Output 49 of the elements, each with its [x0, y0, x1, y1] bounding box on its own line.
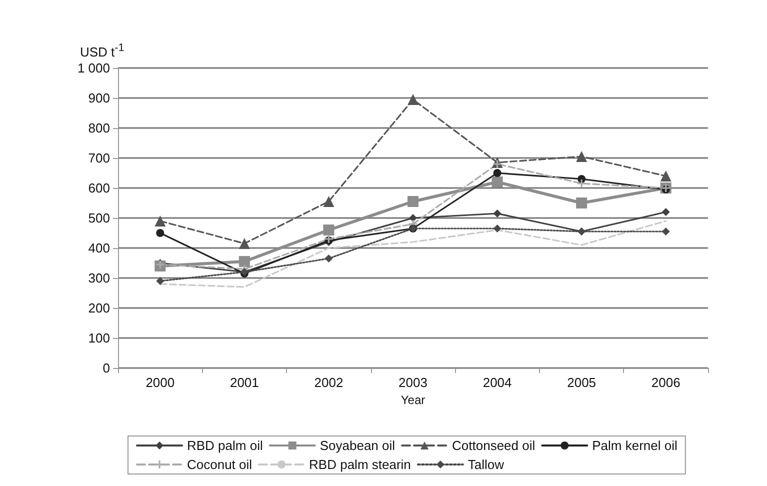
point [408, 94, 418, 105]
point [493, 224, 502, 232]
x-axis-title: Year [400, 393, 426, 407]
x-tick-label: 2002 [314, 375, 344, 390]
x-tick-label: 2005 [567, 375, 596, 390]
point [238, 238, 250, 249]
point [493, 210, 502, 218]
point [408, 196, 418, 207]
point [576, 151, 588, 162]
legend-label: Palm kernel oil [592, 438, 678, 453]
x-tick-label: 2000 [146, 375, 175, 390]
point [493, 160, 502, 168]
point [156, 229, 164, 237]
point [660, 170, 672, 182]
point [492, 176, 503, 188]
x-tick-label: 2003 [398, 375, 428, 390]
y-tick-label: 700 [88, 150, 110, 166]
point [323, 224, 334, 236]
y-axis-title: USD t$^{-1}$ [80, 42, 124, 60]
y-tick-label: 300 [88, 270, 110, 286]
y-tick-label: 600 [88, 180, 110, 196]
x-tick-label: 2004 [482, 375, 512, 390]
legend-label: RBD palm stearin [309, 457, 411, 472]
point [576, 198, 588, 208]
y-tick-label: 0 [102, 360, 110, 376]
y-tick-label: 400 [88, 240, 110, 256]
point [578, 180, 586, 188]
legend-label: Tallow [468, 457, 505, 472]
legend-label: Cottonseed oil [452, 438, 536, 453]
x-tick-label: 2001 [230, 375, 259, 390]
y-tick-label: 200 [88, 300, 110, 316]
legend-label: RBD palm oil [187, 438, 263, 453]
y-tick-label: 500 [88, 210, 110, 226]
point [323, 196, 334, 207]
point [324, 254, 333, 262]
x-tick-label: 2006 [651, 375, 680, 390]
y-tick-label: 1 000 [77, 60, 110, 76]
point [409, 214, 417, 222]
legend-label: Coconut oil [187, 457, 252, 472]
point [154, 216, 166, 226]
point [662, 208, 670, 216]
y-tick-label: 900 [88, 90, 110, 106]
point [493, 169, 502, 177]
point [156, 277, 164, 285]
y-tick-label: 800 [88, 120, 110, 136]
y-tick-label: 100 [88, 330, 110, 346]
legend-label: Soyabean oil [320, 438, 396, 453]
point [662, 228, 670, 236]
point [238, 256, 250, 267]
